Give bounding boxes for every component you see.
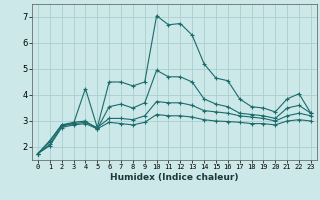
X-axis label: Humidex (Indice chaleur): Humidex (Indice chaleur) [110, 173, 239, 182]
